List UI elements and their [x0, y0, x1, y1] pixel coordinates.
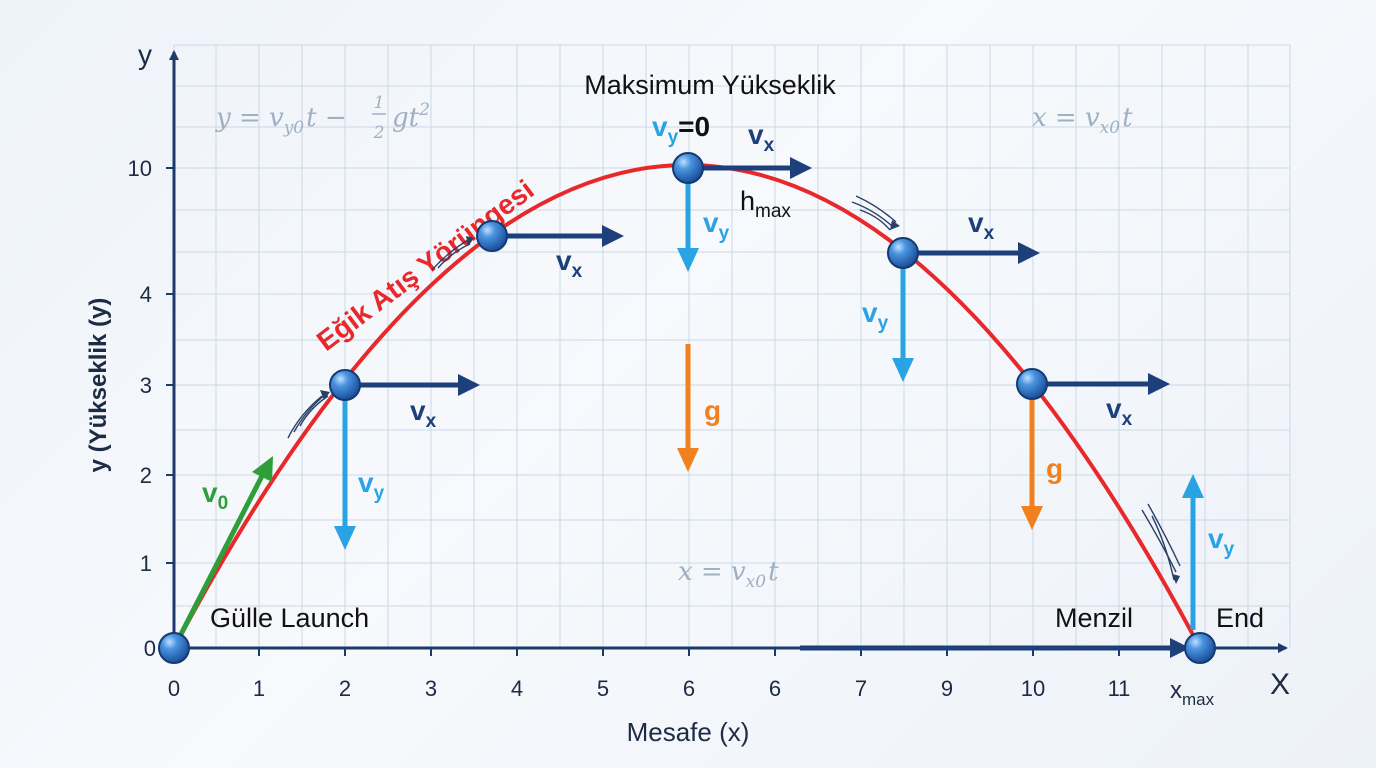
- vy-zero-label: vy=0: [652, 111, 710, 148]
- y-equation-fraction-den: 2: [373, 123, 385, 143]
- hmax-label: hmax: [740, 186, 791, 222]
- vx-label: vx: [968, 207, 995, 244]
- x-tick-label: 6: [769, 676, 781, 701]
- x-tick-label: 10: [1021, 676, 1045, 701]
- x-equation-middle: x = vx0t: [678, 557, 779, 592]
- vx-label: vx: [410, 395, 437, 432]
- y-tick-label: 10: [128, 156, 152, 181]
- vy-label: vy: [358, 467, 385, 504]
- ball-apex: [672, 152, 704, 184]
- y-tick-label: 2: [140, 463, 152, 488]
- y-tick-label: 3: [140, 373, 152, 398]
- vx-label: vx: [556, 245, 583, 282]
- x-max-label: xmax: [1170, 677, 1215, 709]
- x-tick-label: 4: [511, 676, 523, 701]
- vy-label: vy: [862, 297, 889, 334]
- vy-label: vy: [703, 207, 730, 244]
- x-tick-label: 3: [425, 676, 437, 701]
- motion-streaks: [287, 195, 1181, 581]
- x-tick-label: 1: [253, 676, 265, 701]
- y-axis-title: y (Yükseklik (y): [85, 298, 112, 473]
- end-label: End: [1216, 603, 1264, 633]
- y-equation-tail: gt2: [392, 100, 430, 133]
- v0-arrow-head: [252, 456, 273, 482]
- x-tick-label: 2: [339, 676, 351, 701]
- vx-label: vx: [748, 119, 775, 156]
- g-arrows: [677, 344, 1043, 530]
- g-label: g: [1046, 453, 1063, 484]
- x-tick-label: 7: [855, 676, 867, 701]
- ball: [476, 220, 508, 252]
- y-tick-label: 4: [140, 282, 152, 307]
- launch-label: Gülle Launch: [210, 603, 369, 633]
- ball: [887, 237, 919, 269]
- v0-label: v0: [202, 477, 228, 514]
- x-equation-top: x = vx0t: [1032, 103, 1133, 138]
- x-tick-label: 5: [597, 676, 609, 701]
- x-axis-title: Mesafe (x): [627, 717, 750, 747]
- vy-labels: vy vy vy vy: [358, 207, 1235, 560]
- y-equation-fraction-num: 1: [374, 93, 385, 113]
- y-axis-letter: y: [138, 39, 152, 70]
- streak-arrowheads: [320, 220, 1180, 584]
- x-tick-labels: 0 1 2 3 4 5 6 6 7 9 10 11: [168, 676, 1131, 701]
- vx-labels: vx vx vx vx vx: [410, 119, 1133, 432]
- y-tick-label: 1: [140, 551, 152, 576]
- range-arrow-head: [1170, 638, 1190, 658]
- projectile-balls: [158, 152, 1216, 664]
- x-tick-label: 9: [941, 676, 953, 701]
- vx-label: vx: [1106, 393, 1133, 430]
- range-label: Menzil: [1055, 603, 1133, 633]
- vy-arrows: [334, 176, 1204, 630]
- max-height-title: Maksimum Yükseklik: [584, 70, 836, 100]
- x-tick-label: 11: [1108, 676, 1131, 701]
- ball: [329, 369, 361, 401]
- x-tick-label: 0: [168, 676, 180, 701]
- y-tick-labels: 0 1 2 3 4 10: [128, 156, 156, 661]
- vx-arrows: [345, 157, 1170, 396]
- x-tick-label: 6: [683, 676, 695, 701]
- vy-label: vy: [1208, 523, 1235, 560]
- ball-launch: [158, 632, 190, 664]
- x-axis-letter: X: [1270, 668, 1290, 701]
- y-equation: y = vy0t −: [215, 103, 347, 138]
- ball: [1016, 368, 1048, 400]
- g-label: g: [704, 395, 721, 426]
- v0-arrow: [175, 474, 265, 642]
- ball-end: [1184, 632, 1216, 664]
- y-tick-label: 0: [144, 636, 156, 661]
